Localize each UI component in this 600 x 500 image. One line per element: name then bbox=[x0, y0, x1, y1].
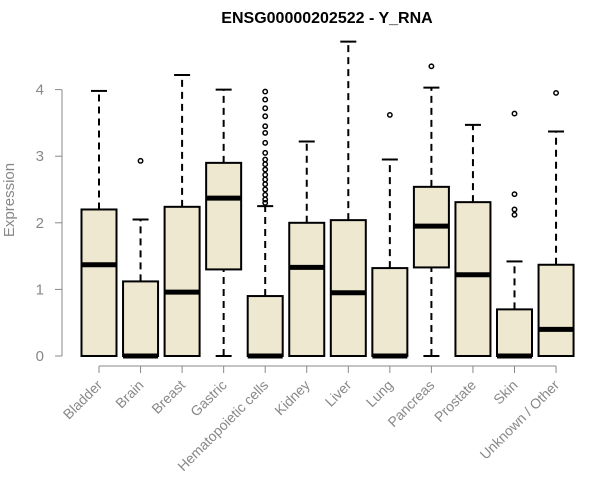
outlier-point bbox=[386, 111, 393, 118]
y-tick-label: 3 bbox=[36, 148, 44, 165]
x-tick-label: Prostate bbox=[431, 377, 479, 425]
outlier-point bbox=[262, 186, 269, 193]
outlier-point bbox=[262, 88, 269, 95]
box-kidney bbox=[288, 140, 326, 357]
outlier-point bbox=[262, 113, 269, 120]
y-axis-label: Expression bbox=[1, 163, 18, 237]
box-bladder bbox=[80, 89, 118, 357]
outlier-point bbox=[262, 196, 269, 203]
x-tick-label: Breast bbox=[148, 377, 188, 417]
iqr-box bbox=[329, 219, 367, 357]
outlier-point bbox=[511, 206, 518, 213]
outlier-point bbox=[262, 181, 269, 188]
outlier-point bbox=[262, 96, 269, 103]
outlier-point bbox=[262, 191, 269, 198]
outlier-point bbox=[511, 191, 518, 198]
iqr-box bbox=[80, 208, 118, 357]
x-tick-label: Liver bbox=[322, 377, 355, 410]
iqr-box bbox=[205, 161, 243, 271]
x-tick-label: Unknown / Other bbox=[477, 377, 563, 463]
iqr-box bbox=[288, 221, 326, 357]
y-axis: 0 1 2 3 4 bbox=[36, 82, 63, 365]
outlier-point bbox=[137, 157, 144, 164]
box-prostate bbox=[454, 123, 492, 357]
boxes-group bbox=[80, 40, 575, 359]
iqr-box bbox=[163, 205, 201, 357]
iqr-box bbox=[454, 201, 492, 357]
box-pancreas bbox=[412, 63, 450, 357]
outlier-point bbox=[553, 89, 559, 96]
x-tick-label: Kidney bbox=[271, 377, 313, 419]
iqr-box bbox=[246, 295, 284, 357]
box-lung bbox=[371, 111, 409, 359]
box-brain bbox=[122, 157, 160, 359]
x-tick-label: Brain bbox=[112, 377, 146, 411]
iqr-box bbox=[371, 267, 409, 358]
outlier-point bbox=[262, 123, 269, 130]
outlier-point bbox=[262, 161, 269, 168]
outlier-point bbox=[262, 105, 269, 112]
outlier-point bbox=[262, 149, 269, 156]
outlier-point bbox=[428, 63, 435, 70]
outlier-point bbox=[262, 166, 269, 173]
outlier-point bbox=[511, 211, 518, 218]
box-skin bbox=[496, 110, 533, 359]
outlier-point bbox=[262, 129, 269, 136]
outlier-point bbox=[262, 156, 269, 163]
iqr-box bbox=[496, 308, 533, 358]
y-tick-label: 1 bbox=[36, 281, 44, 298]
outlier-point bbox=[262, 199, 269, 206]
y-tick-label: 0 bbox=[36, 348, 44, 365]
outlier-point bbox=[262, 139, 269, 146]
box-gastric bbox=[205, 88, 243, 357]
box-liver bbox=[329, 40, 367, 357]
x-tick-label: Skin bbox=[490, 377, 521, 408]
y-tick-label: 2 bbox=[36, 215, 44, 232]
chart-title: ENSG00000202522 - Y_RNA bbox=[221, 10, 433, 27]
outlier-point bbox=[511, 110, 518, 117]
iqr-box bbox=[122, 280, 160, 357]
box-breast bbox=[163, 73, 201, 357]
x-tick-label: Bladder bbox=[60, 377, 106, 423]
iqr-box bbox=[537, 263, 575, 357]
x-tick-label: Lung bbox=[363, 377, 396, 410]
outlier-point bbox=[262, 176, 269, 183]
y-tick-label: 4 bbox=[36, 82, 44, 99]
box-hematopoietic-cells bbox=[246, 88, 284, 359]
box-unknown-other bbox=[537, 89, 575, 357]
outlier-point bbox=[262, 171, 269, 178]
